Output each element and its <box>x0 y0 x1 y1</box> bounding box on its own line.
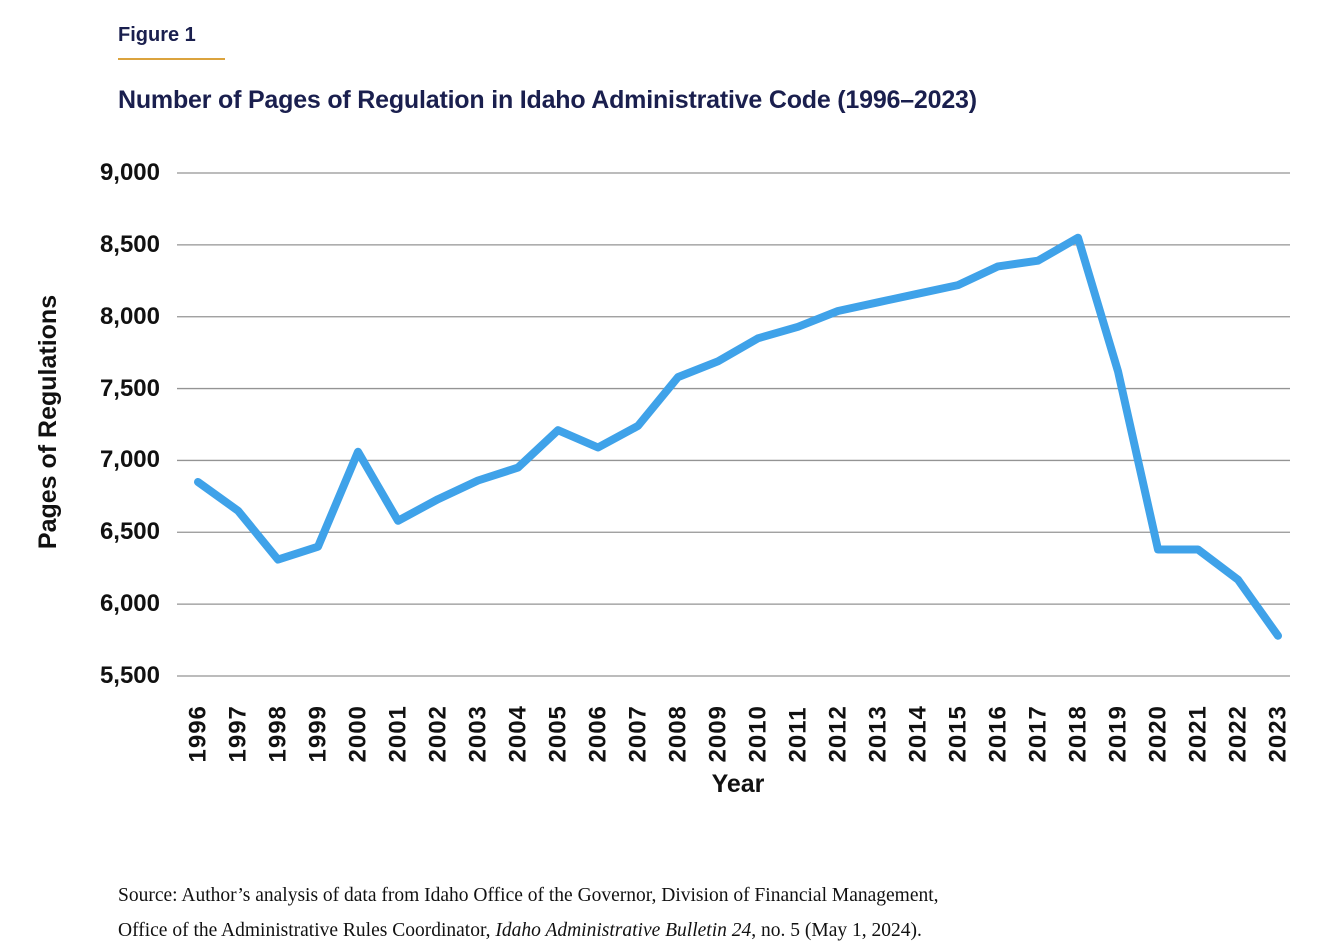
y-tick-label: 9,000 <box>99 159 160 186</box>
data-line-pages-of-regulations <box>194 233 1282 640</box>
x-tick-label: 2004 <box>504 705 532 763</box>
x-tick-label: 2015 <box>944 705 972 763</box>
x-tick-label: 2006 <box>584 705 612 763</box>
x-tick-label: 2014 <box>904 705 932 763</box>
source-line2-start: Office of the Administrative Rules Coord… <box>118 919 496 941</box>
x-tick-label: 2008 <box>664 705 692 763</box>
x-tick-label: 2005 <box>544 705 572 763</box>
y-tick-label: 5,500 <box>99 662 160 689</box>
x-tick-label: 2001 <box>384 705 412 763</box>
x-tick-label: 2000 <box>344 705 372 763</box>
y-tick-label: 7,000 <box>99 446 160 474</box>
x-tick-label: 2009 <box>704 705 732 763</box>
x-tick-label: 2016 <box>984 705 1012 763</box>
x-tick-label: 2017 <box>1024 705 1052 763</box>
x-tick-label: 1997 <box>224 705 252 763</box>
x-tick-label: 1999 <box>304 705 332 763</box>
source-citation-italic: Idaho Administrative Bulletin 24 <box>495 919 752 941</box>
source-note: Source: Author’s analysis of data from I… <box>118 878 1078 948</box>
source-line1: Source: Author’s analysis of data from I… <box>118 884 939 906</box>
x-tick-label: 1998 <box>264 705 292 763</box>
x-tick-label: 2022 <box>1224 705 1252 763</box>
x-tick-label: 1996 <box>184 705 212 763</box>
x-tick-label: 2010 <box>744 705 772 763</box>
y-tick-label: 7,500 <box>99 374 160 402</box>
x-axis-title: Year <box>711 770 765 798</box>
y-tick-label: 8,500 <box>99 230 160 258</box>
source-line2-end: , no. 5 (May 1, 2024). <box>751 919 922 941</box>
x-tick-label: 2023 <box>1264 705 1292 763</box>
x-tick-label: 2019 <box>1104 705 1132 763</box>
x-tick-label: 2021 <box>1184 705 1212 763</box>
x-tick-label: 2013 <box>864 705 892 763</box>
x-tick-label: 2011 <box>784 706 812 763</box>
y-tick-label: 6,000 <box>99 590 160 618</box>
x-tick-label: 2002 <box>424 705 452 763</box>
x-tick-label: 2018 <box>1064 705 1092 763</box>
figure-label: Figure 1 <box>118 24 196 46</box>
x-tick-label: 2003 <box>464 705 492 763</box>
chart-title: Number of Pages of Regulation in Idaho A… <box>118 86 977 114</box>
y-tick-label: 8,000 <box>99 302 160 330</box>
figure-label-underline <box>118 58 225 60</box>
x-tick-label: 2012 <box>824 705 852 763</box>
y-tick-label: 6,500 <box>99 518 160 546</box>
x-tick-label: 2007 <box>624 705 652 763</box>
x-tick-label: 2020 <box>1144 705 1172 763</box>
plot-area <box>177 172 1290 677</box>
